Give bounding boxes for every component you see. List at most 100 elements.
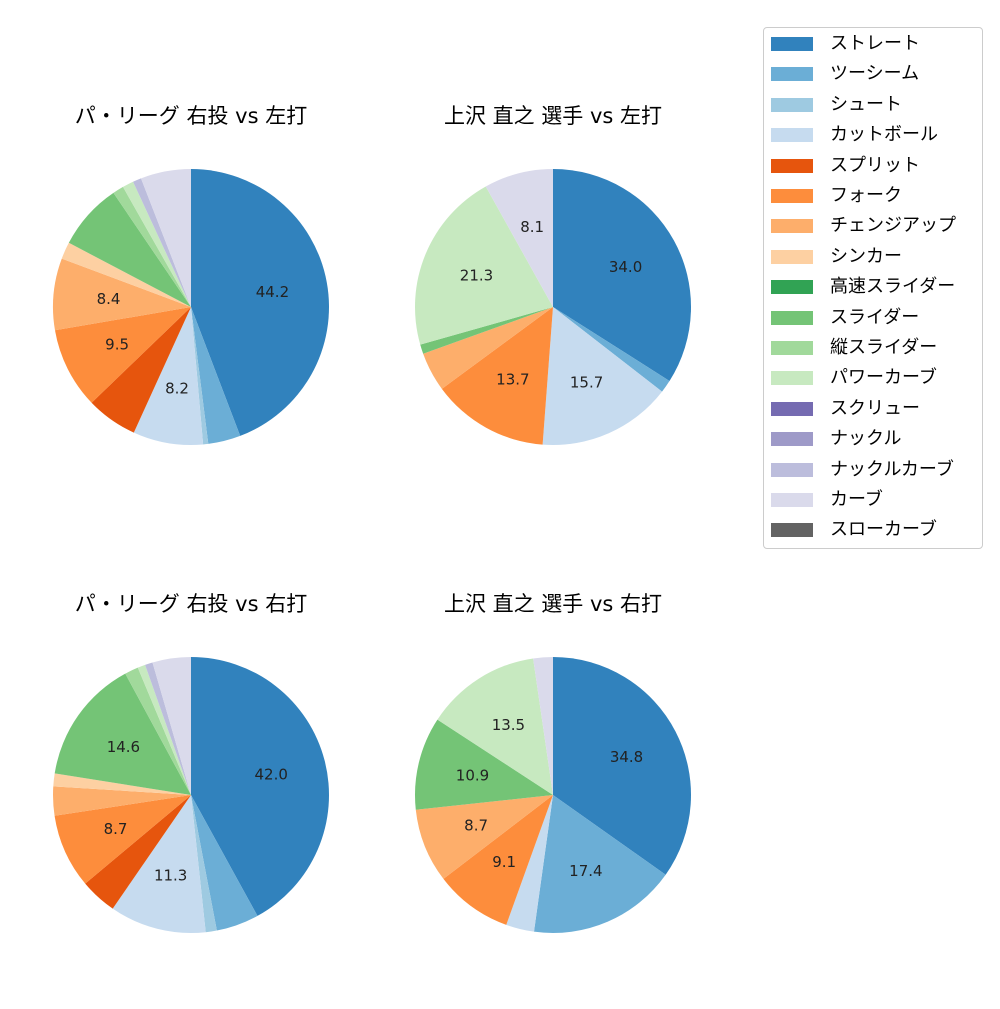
pie-slice [54, 795, 192, 884]
legend-label: スローカーブ [830, 519, 937, 541]
pie-slice [553, 657, 691, 875]
slice-value-label: 9.1 [492, 853, 516, 871]
pie-slice [68, 192, 191, 307]
legend-swatch [771, 37, 813, 51]
pie-slice [52, 786, 191, 816]
pie-slice [85, 795, 191, 909]
legend-label: ツーシーム [830, 63, 920, 85]
pie-slice [443, 795, 553, 925]
slice-value-label: 15.7 [570, 374, 603, 392]
pie-slice [533, 795, 666, 933]
legend-item: カットボール [764, 123, 982, 147]
legend-item: フォーク [764, 184, 982, 208]
pie-slice [54, 673, 192, 795]
pie-panel-player-vs-right: 上沢 直之 選手 vs 右打 34.8 17.4 9.1 8.7 10.9 13.5 [393, 589, 713, 1009]
legend-label: 縦スライダー [830, 337, 938, 358]
legend-swatch [771, 401, 813, 416]
slice-value-label: 11.3 [154, 866, 187, 884]
legend-item: ツーシーム [764, 62, 982, 86]
slice-value-label: 34.8 [610, 748, 643, 766]
pie-slice [423, 307, 553, 389]
legend-swatch [771, 462, 813, 477]
panel-title: パ・リーグ 右投 vs 左打 [74, 104, 308, 128]
legend-swatch [771, 280, 813, 295]
legend-label: パワーカーブ [830, 367, 937, 389]
slice-value-label: 8.1 [520, 218, 544, 236]
pie-slice [137, 664, 191, 795]
slice-value-label: 8.2 [165, 380, 189, 398]
pie-slice [191, 169, 330, 436]
panel-title: パ・リーグ 右投 vs 右打 [74, 592, 308, 616]
legend-swatch [771, 371, 813, 386]
legend-swatch [771, 128, 813, 143]
slice-value-label: 34.0 [609, 258, 642, 276]
legend-swatch [771, 67, 813, 82]
legend-item: ナックル [764, 427, 982, 451]
slice-value-label: 9.5 [105, 335, 129, 353]
pie-slice [112, 795, 206, 933]
slice-value-label: 10.9 [456, 767, 489, 785]
legend-swatch [771, 341, 813, 355]
pie-slice [420, 307, 553, 354]
pie-slice [533, 657, 553, 795]
pie-slice [191, 795, 217, 933]
legend-swatch [771, 310, 813, 325]
pie-panel-league-vs-left: パ・リーグ 右投 vs 左打 44.2 8.2 9.5 8.4 [31, 101, 351, 521]
legend-label: フォーク [830, 185, 902, 206]
legend-label: カーブ [830, 489, 883, 510]
legend-swatch [771, 432, 813, 447]
pie-slice [53, 773, 192, 795]
pie-slice [441, 307, 553, 445]
pie-slice [123, 181, 191, 307]
pie-chart: 34.0 15.7 13.7 21.3 8.1 [415, 169, 691, 446]
pie-slice [415, 719, 553, 810]
pie-slice [152, 657, 191, 795]
pie-slice [91, 307, 191, 433]
pie-slice [191, 795, 258, 931]
pie-slice [61, 242, 191, 307]
slice-value-label: 17.4 [569, 862, 602, 880]
legend-item: シンカー [764, 245, 982, 269]
pie-panel-player-vs-left: 上沢 直之 選手 vs 左打 34.0 15.7 13.7 21.3 8.1 [393, 101, 713, 521]
pie-slice [141, 169, 191, 307]
pie-slice [485, 169, 553, 307]
panel-title: 上沢 直之 選手 vs 右打 [443, 592, 663, 616]
legend-swatch [771, 158, 813, 173]
slice-value-label: 8.7 [104, 820, 128, 838]
legend-label: スクリュー [830, 397, 920, 419]
slice-value-label: 14.6 [107, 738, 140, 756]
pie-slice [125, 667, 191, 795]
pie-slice [133, 178, 191, 307]
pie-slice [437, 658, 553, 795]
legend-label: シュート [830, 93, 902, 115]
legend-swatch [771, 219, 813, 234]
legend-item: チェンジアップ [764, 214, 982, 238]
legend-label: スライダー [830, 306, 920, 328]
legend-swatch [771, 97, 813, 112]
legend-item: スプリット [764, 154, 982, 178]
legend-item: スクリュー [764, 397, 982, 421]
slice-value-label: 44.2 [256, 283, 289, 301]
slice-value-label: 21.3 [460, 266, 493, 284]
pie-chart: 34.8 17.4 9.18.7 10.9 13.5 [415, 657, 691, 933]
legend-item: パワーカーブ [764, 366, 982, 390]
slice-value-label: 42.0 [254, 765, 287, 783]
pie-slice [415, 186, 553, 345]
panel-title: 上沢 直之 選手 vs 左打 [443, 104, 663, 128]
legend-label: カットボール [830, 124, 938, 146]
pie-slice [191, 307, 209, 445]
legend-label: 高速スライダー [830, 276, 956, 298]
pie-chart: 44.2 8.2 9.5 8.4 [52, 169, 330, 445]
pie-slice [553, 307, 670, 392]
legend-item: スローカーブ [764, 518, 982, 542]
legend-swatch [771, 523, 813, 538]
pie-slice [133, 307, 204, 445]
pie-slice [553, 169, 691, 381]
legend-label: シンカー [830, 245, 902, 267]
pie-panel-league-vs-right: パ・リーグ 右投 vs 右打 42.0 11.3 8.7 14.6 [31, 589, 351, 1009]
pie-slice [191, 657, 330, 916]
pie-chart: 42.0 11.3 8.7 14.6 [52, 657, 330, 933]
slice-value-label: 8.4 [97, 290, 121, 308]
legend-item: ストレート [764, 32, 982, 56]
legend-swatch [771, 189, 813, 203]
